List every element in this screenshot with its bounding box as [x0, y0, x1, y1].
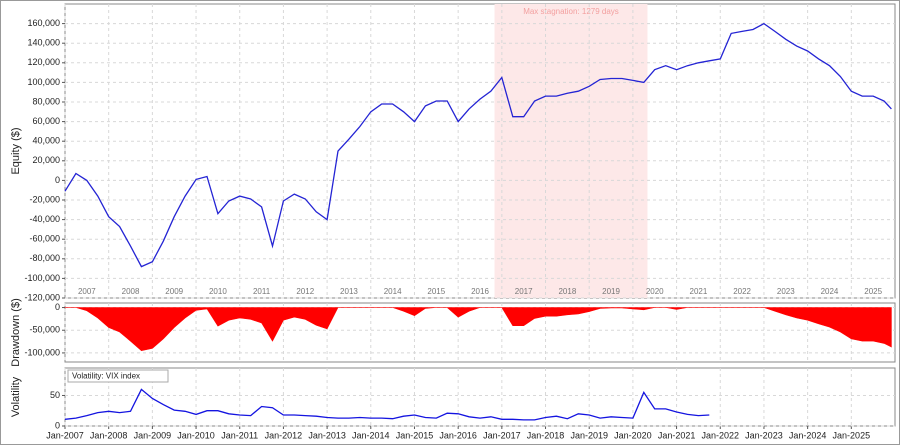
x-tick-label: Jan-2012 [265, 430, 303, 440]
year-label: 2016 [471, 287, 489, 296]
year-label: 2018 [558, 287, 576, 296]
series-line [64, 22, 892, 268]
x-tick-label: Jan-2013 [308, 430, 346, 440]
legend-box [67, 369, 169, 383]
year-label: 2017 [515, 287, 533, 296]
y-tick-label: -60,000 [29, 234, 60, 244]
year-label: 2023 [777, 287, 795, 296]
x-tick-label: Jan-2024 [789, 430, 827, 440]
year-label: 2008 [122, 287, 140, 296]
y-tick-label: -100,000 [24, 347, 60, 357]
x-tick-label: Jan-2020 [614, 430, 652, 440]
y-axis-title: Drawdown ($) [10, 298, 22, 366]
y-tick-label: -120,000 [24, 292, 60, 302]
y-tick-label: -40,000 [29, 214, 60, 224]
y-tick-label: 60,000 [32, 116, 60, 126]
year-label: 2012 [296, 287, 314, 296]
series-line [64, 388, 710, 421]
year-label: 2024 [821, 287, 839, 296]
x-tick-label: Jan-2023 [745, 430, 783, 440]
year-label: 2014 [384, 287, 402, 296]
y-tick-label: 0 [55, 175, 60, 185]
x-tick-label: Jan-2017 [483, 430, 521, 440]
year-label: 2011 [253, 287, 271, 296]
year-label: 2007 [78, 287, 96, 296]
drawdown-area [64, 307, 892, 352]
year-label: 2019 [602, 287, 620, 296]
x-tick-label: Jan-2015 [396, 430, 434, 440]
legend-label: Volatility: VIX index [72, 372, 140, 381]
year-label: 2022 [733, 287, 751, 296]
y-tick-label: 160,000 [27, 18, 60, 28]
y-tick-label: 140,000 [27, 38, 60, 48]
year-label: 2009 [165, 287, 183, 296]
year-label: 2021 [690, 287, 708, 296]
x-tick-label: Jan-2008 [90, 430, 128, 440]
y-tick-label: 0 [55, 420, 60, 430]
plot-area [64, 367, 896, 427]
y-tick-label: 40,000 [32, 136, 60, 146]
y-tick-label: 50 [50, 390, 60, 400]
x-tick-label: Jan-2010 [177, 430, 215, 440]
y-tick-label: 100,000 [27, 77, 60, 87]
x-tick-label: Jan-2018 [527, 430, 565, 440]
y-axis-title: Equity ($) [10, 127, 22, 174]
year-label: 2013 [340, 287, 358, 296]
x-tick-label: Jan-2011 [221, 430, 258, 440]
x-tick-label: Jan-2016 [439, 430, 477, 440]
x-tick-label: Jan-2025 [833, 430, 871, 440]
x-tick-label: Jan-2009 [134, 430, 172, 440]
x-tick-label: Jan-2021 [658, 430, 696, 440]
y-tick-label: 80,000 [32, 96, 60, 106]
plot-area [64, 302, 896, 363]
y-tick-label: -20,000 [29, 194, 60, 204]
x-tick-label: Jan-2022 [701, 430, 739, 440]
year-label: 2010 [209, 287, 227, 296]
stagnation-shade [494, 4, 648, 298]
x-tick-label: Jan-2014 [352, 430, 390, 440]
y-axis-title: Volatility [10, 376, 22, 417]
y-tick-label: -50,000 [29, 325, 60, 335]
x-tick-label: Jan-2007 [46, 430, 84, 440]
plot-area [64, 3, 896, 299]
y-tick-label: 20,000 [32, 155, 60, 165]
year-label: 2025 [864, 287, 882, 296]
y-tick-label: -100,000 [24, 273, 60, 283]
y-tick-label: 0 [55, 302, 60, 312]
year-label: 2020 [646, 287, 664, 296]
stagnation-label: Max stagnation: 1279 days [523, 7, 619, 16]
y-tick-label: 120,000 [27, 57, 60, 67]
y-tick-label: -80,000 [29, 253, 60, 263]
x-tick-label: Jan-2019 [570, 430, 608, 440]
year-label: 2015 [427, 287, 445, 296]
